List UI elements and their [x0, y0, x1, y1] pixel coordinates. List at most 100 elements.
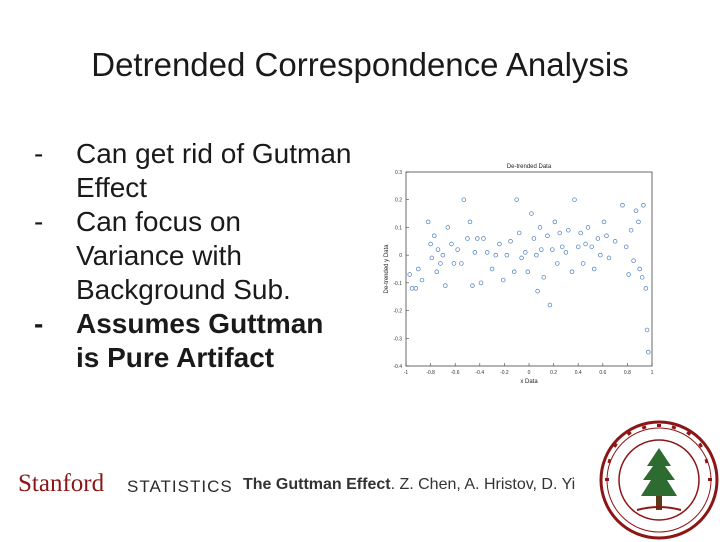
bullet-text: Can focus on Variance with Background Su…: [76, 206, 291, 305]
data-point: [416, 266, 421, 272]
y-tick-label: 0.3: [395, 170, 402, 176]
data-point: [467, 219, 473, 225]
data-point: [478, 280, 484, 286]
data-point: [537, 225, 543, 230]
data-point: [575, 244, 581, 250]
data-point: [497, 241, 502, 247]
data-point: [484, 250, 490, 255]
bullet-dash: -: [34, 206, 44, 237]
data-point: [531, 236, 537, 241]
data-point: [445, 225, 451, 230]
data-point: [475, 236, 480, 241]
data-point: [514, 197, 519, 202]
y-tick-label: -0.4: [393, 364, 402, 370]
chart-title: De-trended Data: [507, 164, 552, 170]
data-point: [626, 272, 631, 277]
bullet-text: Can get rid of Gutman Effect: [76, 138, 352, 203]
data-point: [639, 275, 645, 280]
y-tick-label: 0.2: [395, 198, 402, 204]
data-point: [489, 266, 495, 272]
data-point: [552, 219, 558, 225]
data-point: [413, 286, 419, 291]
x-tick-label: -0.6: [451, 370, 460, 376]
bullet-item: - Can focus on Variance with Background …: [34, 205, 354, 307]
data-point: [566, 227, 571, 233]
data-point: [449, 241, 454, 247]
data-point: [572, 197, 577, 202]
data-point: [631, 258, 636, 263]
data-point: [409, 286, 415, 291]
data-point: [644, 327, 650, 333]
data-point: [465, 236, 470, 241]
data-point: [578, 230, 583, 236]
data-point: [559, 244, 565, 250]
data-point: [493, 252, 499, 258]
data-point: [595, 236, 601, 241]
data-point: [525, 269, 531, 275]
data-point: [580, 261, 586, 266]
data-point: [432, 233, 437, 238]
data-point: [500, 277, 506, 283]
data-point: [508, 239, 513, 244]
bullet-text: Assumes Guttman is Pure Artifact: [76, 308, 324, 373]
data-point: [623, 244, 629, 250]
data-point: [435, 247, 441, 252]
data-point: [641, 203, 646, 208]
data-point: [598, 252, 603, 258]
data-point: [428, 241, 433, 247]
scatter-chart: De-trended Data x Data De-trended y Data -1…: [372, 158, 668, 390]
data-point: [637, 266, 642, 272]
slide-title: Detrended Correspondence Analysis: [91, 46, 629, 83]
data-point: [440, 252, 446, 258]
x-tick-label: 0.6: [599, 370, 606, 376]
data-point: [519, 255, 524, 261]
x-tick-label: 0.8: [624, 370, 631, 376]
data-point: [550, 247, 555, 252]
bullet-item: - Can get rid of Gutman Effect: [34, 137, 354, 205]
data-point: [443, 283, 448, 288]
data-point: [504, 252, 510, 258]
dept-label: STATISTICS: [127, 477, 233, 496]
citation-authors: . Z. Chen, A. Hristov, D. Yi: [390, 476, 576, 493]
x-axis-label: x Data: [520, 379, 538, 385]
data-point: [529, 211, 534, 216]
x-tick-label: -0.2: [500, 370, 509, 376]
data-point: [470, 283, 475, 288]
data-point: [511, 269, 517, 275]
data-point: [589, 244, 594, 250]
y-tick-label: -0.2: [393, 309, 402, 315]
university-seal-icon: [599, 420, 719, 540]
data-point: [643, 286, 649, 291]
data-point: [583, 241, 588, 247]
bullet-dash: -: [34, 308, 44, 339]
x-tick-label: 0.2: [550, 370, 557, 376]
data-point: [585, 225, 591, 230]
data-point: [591, 266, 597, 272]
data-point: [472, 250, 478, 255]
data-point: [547, 302, 553, 308]
data-point: [461, 197, 467, 202]
x-tick-label: 0: [528, 370, 531, 376]
data-point: [425, 219, 431, 225]
data-point: [569, 269, 575, 275]
data-point: [620, 203, 625, 208]
data-point: [407, 272, 412, 277]
y-tick-label: -0.1: [393, 281, 402, 287]
data-point: [523, 250, 528, 255]
data-point: [563, 250, 569, 255]
x-tick-label: 0.4: [575, 370, 582, 376]
data-point: [604, 233, 609, 238]
data-point: [541, 275, 547, 280]
data-point: [481, 236, 486, 241]
stanford-logo: Stanford: [18, 470, 105, 497]
data-point: [429, 255, 435, 261]
chart-svg: De-trended Data x Data De-trended y Data -1…: [384, 164, 654, 385]
plot-frame: [405, 171, 653, 367]
citation: The Guttman Effect. Z. Chen, A. Hristov,…: [243, 476, 575, 494]
x-tick-label: -0.4: [475, 370, 484, 376]
bullet-dash: -: [34, 138, 44, 169]
y-tick-label: 0.1: [395, 225, 402, 231]
data-point: [628, 227, 634, 233]
x-tick-label: 1: [651, 370, 654, 376]
data-point: [459, 261, 464, 266]
